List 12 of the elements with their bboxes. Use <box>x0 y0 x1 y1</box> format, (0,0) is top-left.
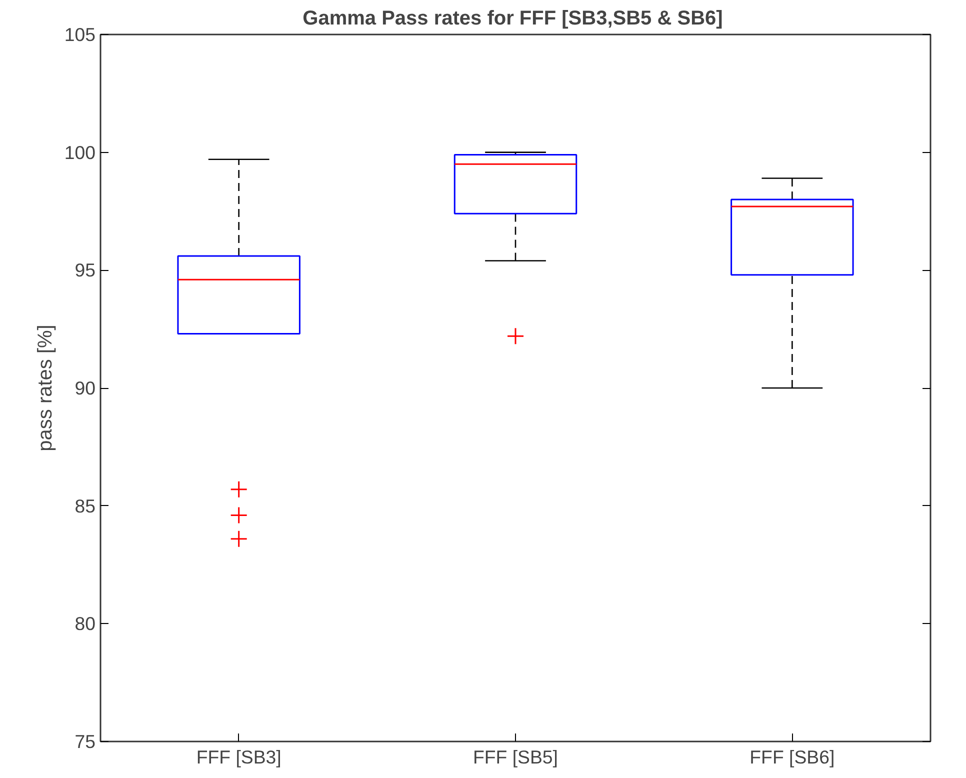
y-tick-label: 80 <box>74 613 96 634</box>
y-tick-label: 90 <box>74 378 96 398</box>
y-tick-label: 85 <box>74 495 96 516</box>
x-tick-label: FFF [SB3] <box>196 746 282 768</box>
y-tick-label: 105 <box>64 24 96 45</box>
x-tick-label: FFF [SB5] <box>473 746 558 768</box>
y-tick-label: 75 <box>74 731 96 752</box>
chart-title: Gamma Pass rates for FFF [SB3,SB5 & SB6] <box>302 8 723 30</box>
y-tick-label: 100 <box>64 142 96 163</box>
x-tick-label: FFF [SB6] <box>750 746 835 768</box>
y-tick-label: 95 <box>74 260 96 281</box>
y-axis-title: pass rates [%] <box>34 324 56 452</box>
